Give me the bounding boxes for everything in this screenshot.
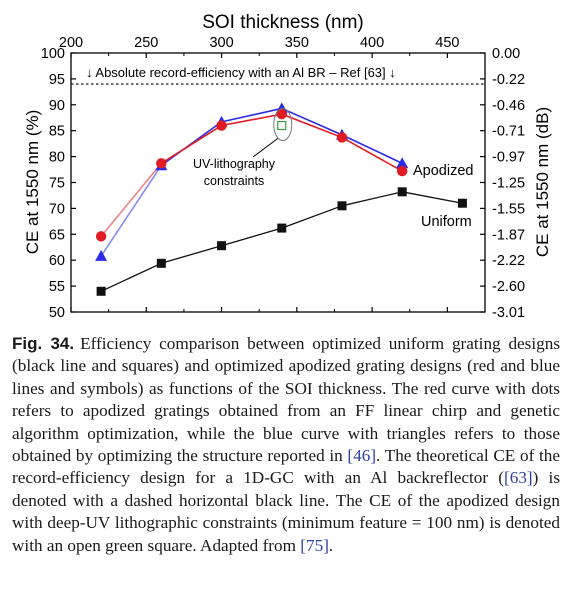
y-right-tick-label: -0.71 [492, 124, 525, 140]
uniform-square-marker [96, 286, 106, 296]
data-series [95, 102, 467, 296]
figure-label: Fig. 34. [12, 334, 75, 353]
x-tick-label: 300 [209, 35, 233, 51]
left-axis-title: CE at 1550 nm (%) [23, 110, 42, 255]
efficiency-chart: SOI thickness (nm) CE at 1550 nm (%) CE … [23, 12, 552, 321]
y-left-tick-label: 50 [49, 305, 65, 321]
uniform-series-segment [100, 262, 162, 292]
triangle-series-segment [100, 164, 162, 257]
x-tick-label: 350 [285, 35, 309, 51]
y-left-tick-label: 85 [49, 124, 65, 140]
reference-layer: ↓ Absolute record-efficiency with an Al … [71, 65, 485, 85]
uniform-square-marker [457, 198, 467, 208]
y-right-tick-label: -2.60 [492, 279, 525, 295]
uniform-square-marker [217, 241, 227, 251]
apodized-series-label: Apodized [413, 163, 473, 179]
record-efficiency-reference-label: ↓ Absolute record-efficiency with an Al … [86, 65, 396, 80]
uv-lithography-label-line1: UV-lithography [193, 157, 276, 171]
apodized-circle-marker [397, 165, 408, 177]
x-tick-label: 450 [435, 35, 459, 51]
y-right-tick-label: -0.46 [492, 98, 525, 114]
y-right-tick-label: -0.97 [492, 150, 525, 166]
y-right-tick-label: -0.22 [492, 72, 525, 88]
uv-lithography-leader-line [252, 138, 279, 158]
triangle-series-segment [221, 107, 282, 123]
uniform-series-label: Uniform [421, 214, 472, 230]
caption-text-3: ) is denoted with a dashed horizontal bl… [12, 468, 561, 555]
triangle-series-segment [341, 134, 403, 165]
caption-text-1: Efficiency comparison between optimized … [12, 334, 561, 466]
uniform-series-segment [341, 191, 403, 207]
top-axis-title: SOI thickness (nm) [202, 12, 364, 33]
uniform-square-marker [337, 201, 347, 211]
caption-text-2: . The theoretical CE of the record-effic… [12, 446, 560, 488]
y-left-tick-label: 100 [41, 46, 65, 62]
y-right-tick-label: -3.01 [492, 305, 525, 321]
axis-ticks: 200 250 300 350 400 450 50 55 60 65 70 75 80 85 90 95 10… [41, 35, 525, 321]
x-tick-label: 250 [134, 35, 158, 51]
uniform-series-segment [221, 227, 282, 247]
apodized-series-segment [341, 136, 403, 172]
y-left-tick-label: 80 [49, 150, 65, 166]
y-left-tick-label: 75 [49, 176, 65, 192]
uniform-series-segment [281, 205, 343, 229]
uniform-square-marker [156, 258, 166, 268]
apodized-series-segment [100, 162, 162, 237]
y-left-tick-label: 90 [49, 98, 65, 114]
y-left-tick-label: 60 [49, 253, 65, 269]
caption-ref-46[interactable]: [46] [347, 446, 377, 466]
apodized-series-segment [160, 124, 222, 165]
y-right-tick-label: 0.00 [492, 46, 520, 62]
plot-frame [70, 52, 486, 313]
caption-ref-75[interactable]: [75] [300, 535, 329, 555]
uniform-square-marker [277, 223, 287, 233]
x-tick-label: 200 [59, 35, 83, 51]
y-left-tick-label: 55 [49, 279, 65, 295]
y-left-tick-label: 70 [49, 201, 65, 217]
caption-ref-63[interactable]: [63] [504, 468, 533, 488]
y-left-tick-label: 65 [49, 227, 65, 243]
apodized-series-segment [281, 113, 343, 139]
caption-text-4: . [328, 535, 334, 555]
uniform-square-marker [397, 187, 407, 197]
uniform-series-segment [402, 191, 463, 204]
apodized-circle-marker [156, 158, 167, 169]
blue-triangle-marker [396, 157, 409, 169]
apodized-series-segment [221, 113, 282, 127]
apodized-circle-marker [216, 120, 227, 131]
uv-lithography-label-line2: constraints [204, 174, 264, 188]
triangle-series-segment [281, 107, 343, 136]
y-left-tick-label: 95 [49, 72, 65, 88]
y-right-tick-label: -1.25 [492, 176, 525, 192]
apodized-circle-marker [336, 132, 348, 143]
y-right-tick-label: -1.87 [492, 227, 525, 243]
right-axis-title: CE at 1550 nm (dB) [533, 107, 552, 257]
blue-triangle-marker [95, 250, 108, 261]
uv-lithography-open-square [277, 120, 287, 131]
uv-lithography-ellipse [273, 108, 293, 142]
y-right-tick-label: -1.55 [492, 201, 525, 217]
uniform-series-segment [161, 245, 222, 264]
y-right-tick-label: -2.22 [492, 253, 525, 269]
figure-caption: Fig. 34. Efficiency comparison between op… [12, 333, 560, 557]
x-tick-label: 400 [360, 35, 384, 51]
apodized-circle-marker [95, 231, 107, 242]
apodized-circle-marker [276, 108, 287, 120]
uv-lithography-annotation: UV-lithography constraints [193, 108, 293, 188]
